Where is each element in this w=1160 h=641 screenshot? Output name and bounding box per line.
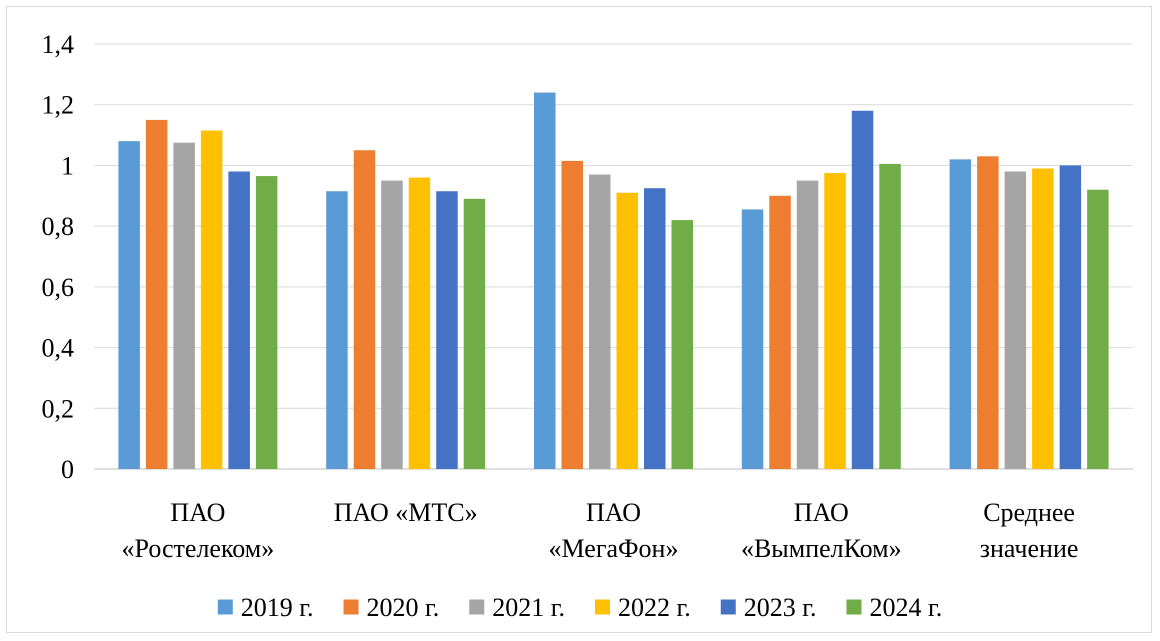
legend-label: 2020 г.: [367, 593, 440, 622]
bar: [228, 171, 250, 469]
legend-swatch: [217, 599, 233, 615]
bar: [671, 220, 693, 469]
bar: [769, 195, 791, 470]
y-tick-label: 0,6: [42, 273, 75, 302]
legend-label: 2021 г.: [492, 593, 565, 622]
legend-swatch: [595, 599, 610, 615]
bar: [741, 209, 764, 470]
bar: [408, 177, 431, 470]
bar: [145, 119, 168, 470]
bar: [1004, 171, 1027, 469]
category-label: ПАО: [794, 498, 849, 527]
bar: [173, 142, 195, 470]
y-tick-label: 0: [61, 455, 74, 484]
bar: [200, 130, 223, 469]
y-tick-label: 0,8: [42, 212, 75, 241]
bar: [1059, 165, 1082, 469]
y-tick-label: 1,2: [42, 91, 75, 120]
category-label: «ВымпелКом»: [741, 534, 902, 563]
bar: [326, 191, 348, 469]
legend-label: 2019 г.: [241, 593, 314, 622]
y-tick-label: 1: [61, 151, 74, 180]
bar: [879, 163, 901, 470]
legend-swatch: [469, 599, 485, 615]
bar: [824, 173, 846, 469]
bar: [977, 156, 999, 470]
category-label: значение: [980, 534, 1079, 563]
category-label: Среднее: [983, 498, 1075, 527]
y-tick-label: 1,4: [42, 30, 75, 59]
bar: [644, 188, 666, 470]
category-label: «Ростелеком»: [122, 534, 275, 563]
category-label: «МегаФон»: [549, 534, 679, 563]
legend-label: 2024 г.: [869, 593, 942, 622]
y-tick-label: 0,4: [42, 334, 75, 363]
bar: [353, 150, 376, 469]
bar: [381, 180, 403, 469]
bar: [255, 176, 278, 469]
bar: [534, 92, 556, 470]
legend-swatch: [846, 599, 862, 615]
bar: [1087, 189, 1109, 469]
bar: [561, 160, 583, 469]
legend-swatch: [720, 599, 736, 615]
bar: [589, 174, 611, 470]
bar: [463, 198, 486, 470]
bar: [796, 180, 819, 469]
category-label: ПАО «МТС»: [334, 498, 478, 527]
bar: [949, 159, 972, 469]
legend-label: 2023 г.: [744, 593, 817, 622]
category-label: ПАО: [170, 498, 225, 527]
bar: [616, 192, 638, 469]
category-label: ПАО: [586, 498, 641, 527]
bar: [851, 110, 874, 470]
y-tick-label: 0,2: [42, 394, 75, 423]
bar: [1032, 168, 1054, 469]
legend-label: 2022 г.: [618, 593, 691, 622]
bar: [118, 141, 140, 469]
legend-swatch: [343, 599, 359, 615]
bar: [436, 191, 458, 469]
